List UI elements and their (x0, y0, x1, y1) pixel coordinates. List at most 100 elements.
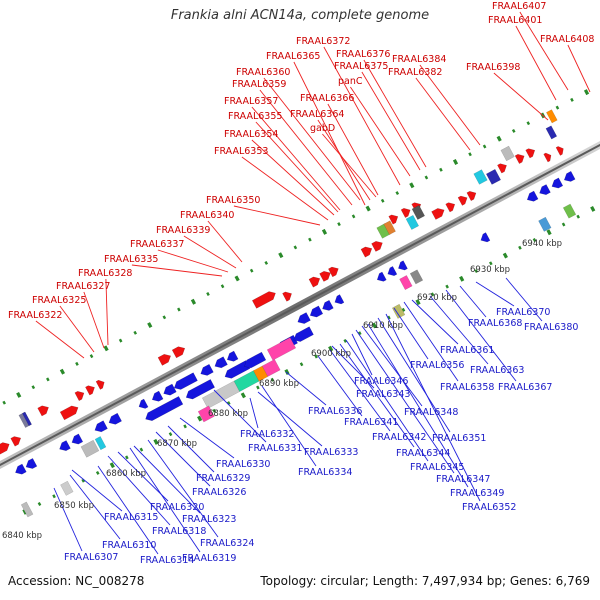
forward-gene-label: FRAAL6335 (104, 254, 158, 265)
tick-mark-upper (526, 121, 531, 126)
forward-gene-label: FRAAL6353 (214, 146, 268, 157)
tick-labels: 6840 kbp 6850 kbp 6860 kbp 6870 kbp 6880 kbp… (2, 239, 562, 541)
tick-mark-lower (183, 424, 187, 429)
tick-mark-upper (583, 89, 590, 96)
tick-mark-lower (153, 438, 159, 445)
reverse-gene-label: FRAAL6343 (356, 389, 410, 400)
reverse-gene (398, 260, 408, 271)
tick-mark-lower (518, 245, 522, 250)
forward-gene-label: FRAAL6325 (32, 295, 86, 306)
forward-gene (157, 353, 172, 366)
tick-mark-lower (357, 331, 362, 336)
tick-mark-lower (95, 470, 100, 475)
tick-mark-lower (109, 462, 115, 469)
forward-leader-line (105, 278, 109, 346)
reverse-leader-line (445, 289, 517, 382)
reverse-gene-label: FRAAL6345 (410, 462, 464, 473)
reverse-leader-line (71, 469, 123, 512)
reverse-gene (138, 398, 149, 409)
reverse-leader-line (69, 474, 121, 540)
forward-gene-label: FRAAL6359 (232, 79, 286, 90)
reverse-gene-label: FRAAL6380 (524, 322, 578, 333)
reverse-gene-label: FRAAL6320 (150, 502, 204, 513)
tick-mark-lower (474, 269, 479, 274)
reverse-gene-label: FRAAL6367 (498, 382, 552, 393)
reverse-gene (59, 440, 71, 452)
forward-gene (466, 191, 477, 202)
reverse-leader-line (429, 295, 489, 365)
reverse-leader-line (285, 371, 327, 406)
forward-leader-line (363, 59, 427, 168)
tick-mark-upper (555, 105, 560, 110)
reverse-leader-line (367, 323, 469, 488)
reverse-gene (244, 351, 267, 369)
reverse-gene-label: FRAAL6310 (102, 540, 156, 551)
reverse-gene (94, 420, 108, 433)
tick-mark-lower (546, 229, 552, 236)
forward-gene (37, 405, 49, 417)
tick-mark-lower (576, 214, 580, 219)
map-title: Frankia alni ACN14a, complete genome (170, 8, 430, 23)
reverse-leader-line (261, 385, 317, 467)
forward-gene-block (383, 220, 396, 235)
forward-gene-label: FRAAL6360 (236, 67, 290, 78)
forward-gene (360, 246, 373, 258)
reverse-gene-label: FRAAL6347 (436, 474, 490, 485)
reverse-leader-line (117, 451, 169, 502)
tick-mark-upper (365, 205, 371, 212)
reverse-gene-block (562, 203, 577, 219)
reverse-gene-label: FRAAL6344 (396, 448, 450, 459)
tick-mark-lower (256, 385, 260, 390)
forward-gene-block (500, 145, 515, 162)
reverse-gene (71, 433, 84, 445)
tick-mark-upper (234, 275, 240, 282)
tick-mark-lower (415, 299, 421, 306)
forward-gene (308, 276, 321, 288)
tick-mark-lower (212, 408, 217, 413)
reverse-gene (322, 299, 334, 311)
forward-leader-line (263, 77, 361, 201)
reverse-gene-block (197, 405, 215, 423)
tick-mark-lower (168, 432, 173, 437)
reverse-leader-line (133, 445, 201, 514)
tick-mark-lower (240, 392, 246, 399)
reverse-gene (387, 265, 398, 277)
forward-gene-label: panC (338, 76, 363, 87)
reverse-leader-line (317, 355, 363, 417)
forward-leader-line (322, 133, 377, 198)
tick-mark-lower (226, 401, 231, 406)
reverse-gene-label: FRAAL6361 (440, 345, 494, 356)
tick-mark-upper (46, 377, 50, 382)
reverse-gene (200, 363, 214, 376)
reverse-leader-line (329, 349, 391, 432)
forward-gene-block (473, 169, 488, 185)
reverse-leader-line (393, 307, 429, 360)
reverse-leader-line (403, 301, 459, 382)
forward-leader-line (207, 220, 243, 263)
reverse-gene-block (60, 480, 74, 496)
reverse-gene-label: FRAAL6356 (410, 360, 464, 371)
reverse-leader-line (97, 465, 159, 555)
forward-gene-label: gabD (310, 123, 335, 134)
reverse-gene (539, 184, 551, 196)
reverse-leader-line (377, 317, 451, 433)
forward-gene (319, 270, 331, 282)
forward-leader-line (183, 235, 237, 269)
reverse-leader-line (345, 339, 429, 462)
tick-mark-upper (16, 391, 22, 398)
reverse-gene-label: FRAAL6314 (140, 555, 194, 566)
reverse-leader-line (385, 313, 481, 502)
forward-gene (59, 405, 79, 421)
tick-mark-upper (177, 307, 181, 312)
forward-leader-line (327, 103, 379, 196)
forward-gene (543, 152, 552, 163)
reverse-gene (15, 463, 27, 475)
tick-mark-upper (220, 284, 225, 289)
tick-label: 6840 kbp (2, 531, 42, 541)
reverse-gene (214, 356, 228, 369)
forward-leader-line (35, 320, 85, 359)
reverse-leader-line (147, 439, 219, 538)
forward-gene-label: FRAAL6407 (492, 1, 546, 12)
tick-mark-upper (395, 191, 400, 196)
reverse-gene-label: FRAAL6341 (344, 417, 398, 428)
